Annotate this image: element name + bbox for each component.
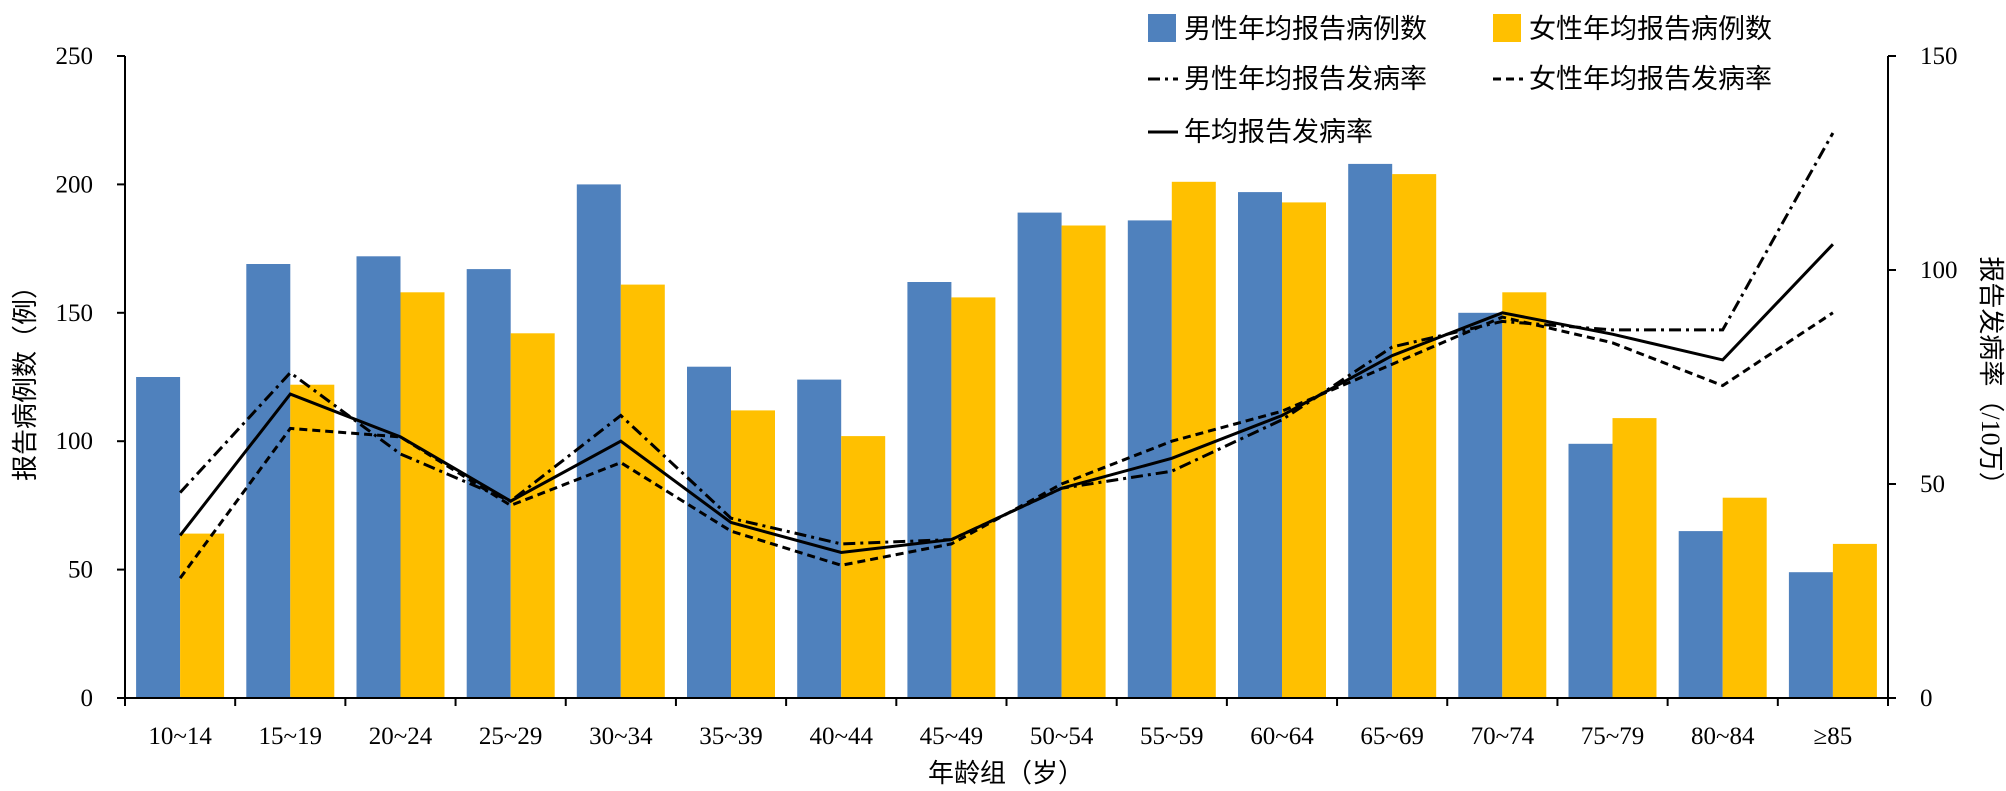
bar-male-cases-5 [687,366,731,698]
bars-layer [136,163,1877,699]
bar-female-cases-3 [510,333,555,698]
bar-female-cases-13 [1612,418,1657,698]
x-tick-label: 75~79 [1581,723,1645,750]
bar-male-cases-7 [907,282,952,698]
x-tick-label: 70~74 [1471,723,1535,750]
left-y-ticks: 0 50 100 150 200 250 [56,43,125,712]
bar-male-cases-10 [1238,192,1282,698]
legend-label-male-rate: 男性年均报告发病率 [1184,64,1427,94]
bar-female-cases-12 [1502,292,1547,698]
y2-tick-label: 0 [1920,685,1933,712]
legend-label-female-cases: 女性年均报告病例数 [1529,14,1772,44]
x-tick-label: 35~39 [699,723,763,750]
bar-male-cases-15 [1788,572,1833,698]
bar-female-cases-11 [1392,174,1437,699]
bar-male-cases-4 [576,184,621,698]
legend-label-male-cases: 男性年均报告病例数 [1184,14,1427,44]
y2-tick-label: 100 [1920,257,1958,284]
x-tick-label: 40~44 [809,723,873,750]
bar-female-cases-7 [951,297,996,698]
x-tick-label: 30~34 [589,723,653,750]
legend-label-female-rate: 女性年均报告发病率 [1529,64,1772,94]
bar-male-cases-2 [356,256,401,698]
right-y-ticks: 0 50 100 150 [1888,43,1958,712]
x-tick-label: 20~24 [369,723,433,750]
x-tick-label: 45~49 [920,723,984,750]
bar-female-cases-2 [400,292,445,698]
bar-female-cases-10 [1282,202,1326,698]
bar-female-cases-8 [1061,225,1106,698]
bar-female-cases-4 [620,284,665,698]
x-tick-label: 15~19 [259,723,323,750]
bar-female-cases-9 [1171,181,1216,699]
bar-male-cases-8 [1017,212,1062,698]
y-tick-label: 0 [81,685,94,712]
y2-tick-label: 150 [1920,43,1958,70]
y-tick-label: 200 [56,171,94,198]
y-tick-label: 150 [56,300,94,327]
bar-male-cases-12 [1458,312,1503,698]
y2-axis-title: 报告发病率（/10万） [1976,256,2005,497]
x-tick-label: 60~64 [1250,723,1314,750]
bar-female-cases-5 [731,410,775,698]
bar-female-cases-6 [841,436,886,698]
y-tick-label: 100 [56,428,94,455]
bar-male-cases-13 [1568,443,1613,698]
bar-female-cases-1 [290,384,335,698]
bar-female-cases-15 [1832,543,1877,698]
legend-swatch-female-cases [1493,14,1521,42]
legend: 男性年均报告病例数 女性年均报告病例数 男性年均报告发病率 女性年均报告发病率 … [1148,14,1772,147]
line-total-rate [178,243,1834,555]
x-tick-label: 25~29 [479,723,543,750]
bar-female-cases-0 [180,533,225,698]
legend-label-total-rate: 年均报告发病率 [1184,117,1373,147]
y-tick-label: 50 [68,557,93,584]
x-ticks: 10~14 15~19 20~24 25~29 30~34 35~39 40~44 45~49… [124,698,1889,750]
bar-female-cases-14 [1722,497,1767,698]
y-tick-label: 250 [56,43,94,70]
x-tick-label: ≥85 [1814,723,1853,750]
legend-swatch-male-cases [1148,14,1176,42]
lines-layer [178,132,1835,580]
bar-male-cases-0 [136,377,181,698]
x-axis-title: 年龄组（岁） [928,759,1084,788]
y2-tick-label: 50 [1920,471,1945,498]
y-axis-title: 报告病例数（例） [11,273,40,481]
x-tick-label: 10~14 [148,723,212,750]
bar-male-cases-11 [1348,163,1393,698]
x-tick-label: 50~54 [1030,723,1094,750]
bar-male-cases-1 [246,264,291,698]
x-tick-label: 65~69 [1360,723,1424,750]
bar-male-cases-14 [1678,531,1723,698]
x-tick-label: 80~84 [1691,723,1755,750]
x-tick-label: 55~59 [1140,723,1204,750]
